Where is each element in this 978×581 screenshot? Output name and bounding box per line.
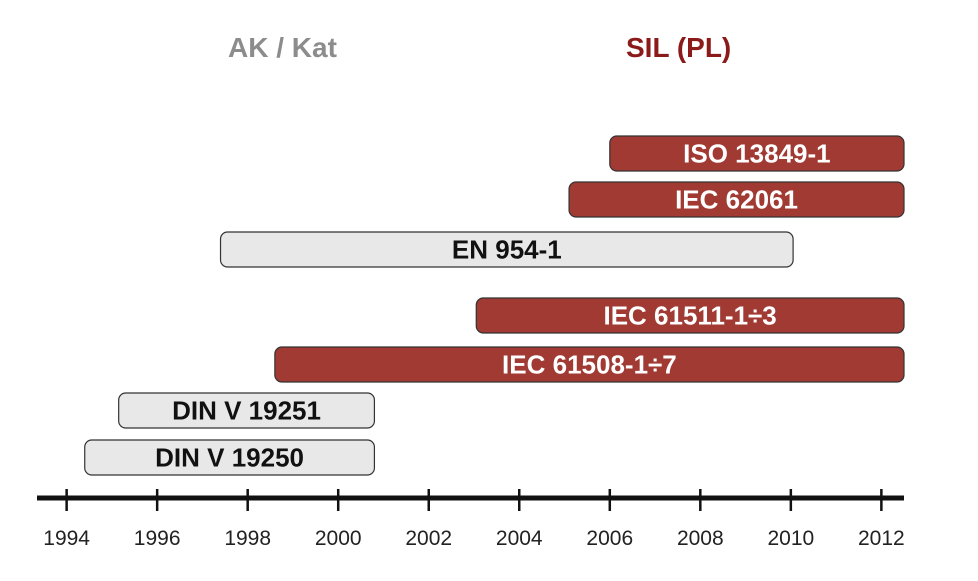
standard-bar-rect [118, 392, 376, 429]
axis-tick-label-1994: 1994 [43, 527, 90, 550]
standard-bar-rect [219, 231, 794, 268]
axis-tick-label-2010: 2010 [767, 527, 814, 550]
axis-tick-label-2004: 2004 [496, 527, 543, 550]
standard-bar-label: IEC 61511-1÷3 [603, 301, 776, 331]
standard-bar-din-v-19250: DIN V 19250 [84, 439, 376, 476]
standard-bar-en-954-1: EN 954-1 [219, 231, 794, 268]
standard-bar-din-v-19251: DIN V 19251 [118, 392, 376, 429]
axis-tick-label-1998: 1998 [224, 527, 271, 550]
standard-bar-iso-13849-1: ISO 13849-1 [609, 135, 905, 172]
standard-bar-label: IEC 62061 [675, 185, 798, 215]
standard-bar-rect [84, 439, 376, 476]
axis-tick-label-1996: 1996 [134, 527, 181, 550]
axis-tick-label-2006: 2006 [586, 527, 633, 550]
standard-bar-rect [568, 181, 905, 218]
legacy-header: AK / Kat [228, 32, 337, 63]
standard-bar-iec-61508-1-7: IEC 61508-1÷7 [274, 346, 905, 383]
standard-bar-label: IEC 61508-1÷7 [502, 350, 677, 380]
axis-tick-label-2012: 2012 [858, 527, 905, 550]
standard-bar-label: DIN V 19251 [172, 396, 321, 426]
axis-tick-label-2008: 2008 [677, 527, 724, 550]
standard-bar-rect [274, 346, 905, 383]
modern-header: SIL (PL) [626, 32, 732, 63]
standard-bar-label: EN 954-1 [452, 235, 562, 265]
standard-bar-rect [609, 135, 905, 172]
standard-bar-iec-62061: IEC 62061 [568, 181, 905, 218]
standard-bar-iec-61511-1-3: IEC 61511-1÷3 [475, 297, 905, 334]
standard-bar-label: ISO 13849-1 [683, 139, 830, 169]
axis-tick-label-2002: 2002 [405, 527, 452, 550]
standard-bar-rect [475, 297, 905, 334]
axis-tick-label-2000: 2000 [315, 527, 362, 550]
standard-bar-label: DIN V 19250 [155, 443, 304, 473]
